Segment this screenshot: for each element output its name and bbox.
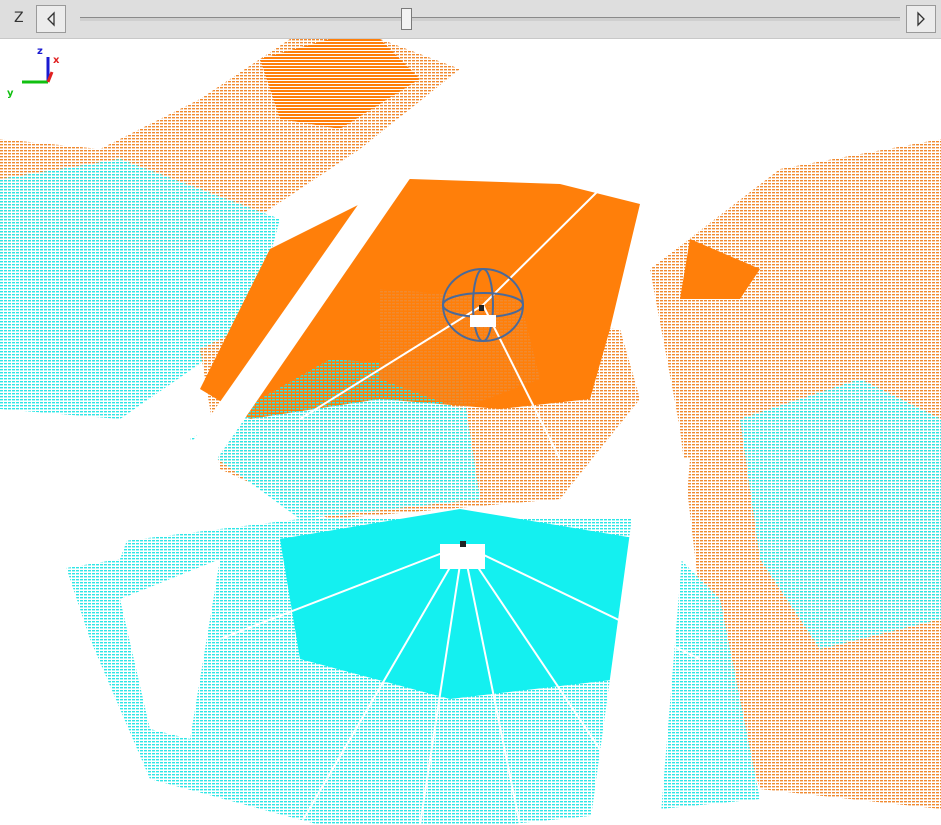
step-left-button[interactable]	[36, 5, 66, 33]
point-cloud	[0, 39, 941, 825]
slider-track[interactable]	[80, 17, 900, 21]
axis-label-z: z	[37, 46, 43, 57]
left-arrow-icon	[47, 11, 55, 27]
step-right-button[interactable]	[906, 5, 936, 33]
toolbar: Z	[0, 0, 941, 39]
slider-label: Z	[14, 10, 24, 26]
slider-thumb[interactable]	[401, 8, 412, 30]
right-arrow-icon	[917, 11, 925, 27]
manipulator-gizmo	[442, 268, 524, 342]
axis-label-x: x	[53, 55, 60, 66]
axis-label-y: y	[7, 88, 14, 99]
axes-gizmo: z x y	[7, 46, 60, 99]
point-cloud-view: z x y	[0, 39, 941, 825]
